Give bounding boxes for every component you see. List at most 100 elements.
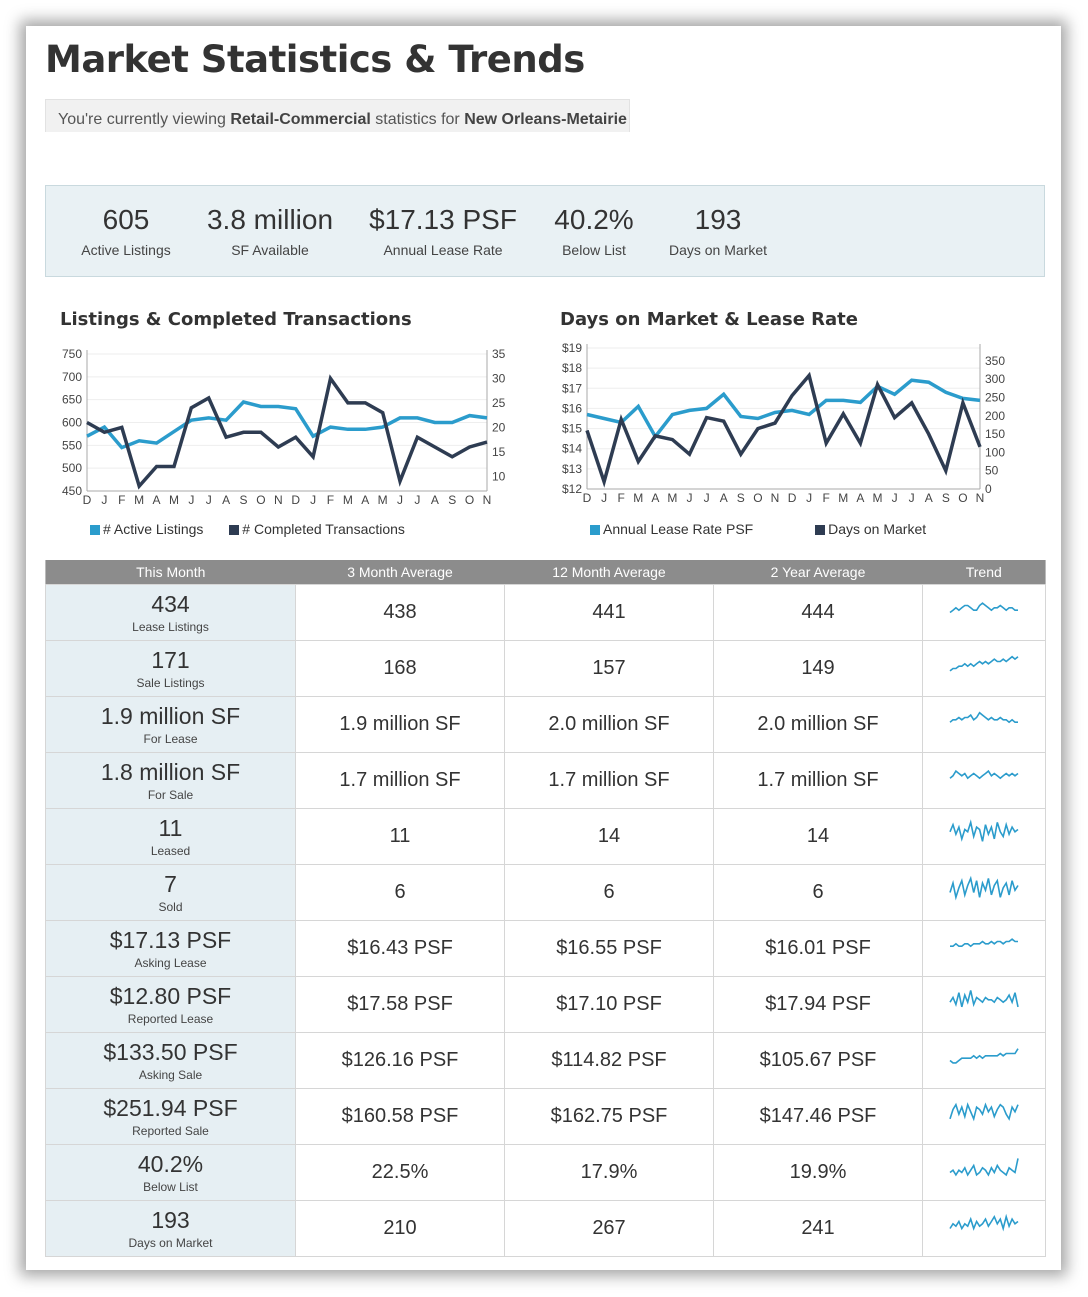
series-line-days-on-market — [585, 371, 982, 488]
trend-sparkline — [949, 875, 1019, 901]
x-tick-label: J — [704, 491, 710, 505]
cell-trend — [922, 807, 1046, 865]
viewing-banner: You're currently viewing Retail-Commerci… — [45, 99, 630, 132]
legend-label: Annual Lease Rate PSF — [603, 521, 754, 537]
x-tick-label: F — [118, 493, 125, 507]
cell-12-month-average: 6 — [504, 863, 714, 921]
series-line-active-listings — [86, 400, 488, 450]
table-row: 171 Sale Listings 168 157 149 — [45, 639, 1046, 697]
cell-12-month-average: $17.10 PSF — [504, 975, 714, 1033]
trend-sparkline — [949, 769, 1019, 780]
this-month-value: 11 — [158, 815, 183, 841]
x-tick-label: D — [83, 493, 92, 507]
y-right-tick-label: 15 — [492, 445, 506, 459]
sparkline-path — [949, 875, 1019, 901]
y-right-tick-label: 350 — [985, 354, 1005, 368]
y-left-tick-label: $19 — [562, 341, 582, 355]
sparkline-path — [949, 711, 1018, 724]
viewing-category: Retail-Commercial — [230, 111, 371, 128]
sparkline-path — [949, 655, 1019, 672]
cell-12-month-average: $162.75 PSF — [504, 1087, 714, 1145]
cell-3-month-average: $17.58 PSF — [295, 975, 505, 1033]
table-row: 1.9 million SF For Lease 1.9 million SF 2.0… — [45, 695, 1046, 753]
this-month-value: 193 — [151, 1207, 190, 1233]
table-header-row: This Month 3 Month Average 12 Month Aver… — [45, 560, 1046, 584]
cell-this-month: 40.2% Below List — [45, 1143, 296, 1201]
x-tick-label: J — [909, 491, 915, 505]
stat-value: $17.13 PSF — [369, 204, 517, 235]
legend-swatch — [229, 525, 240, 535]
cell-trend — [922, 919, 1046, 977]
x-tick-label: M — [378, 493, 388, 507]
stat-value: 193 — [694, 204, 742, 235]
y-left-tick-label: 550 — [62, 438, 82, 452]
trend-sparkline — [949, 1213, 1019, 1232]
cell-2-year-average: 19.9% — [713, 1143, 923, 1201]
y-right-tick-label: 0 — [985, 482, 992, 496]
x-tick-label: F — [618, 491, 625, 505]
page-title: Market Statistics & Trends — [45, 38, 585, 81]
x-tick-label: M — [169, 493, 179, 507]
y-right-tick-label: 250 — [985, 390, 1005, 404]
x-tick-label: A — [431, 493, 439, 507]
legend-item-completed-transactions: # Completed Transactions — [229, 521, 405, 537]
summary-stats-panel: 605 Active Listings 3.8 million SF Avail… — [45, 185, 1045, 277]
x-tick-label: A — [651, 491, 659, 505]
x-tick-label: F — [327, 493, 334, 507]
metric-label: Asking Lease — [134, 956, 207, 970]
cell-this-month: $12.80 PSF Reported Lease — [45, 975, 296, 1033]
sparkline-path — [949, 602, 1018, 614]
header-trend: Trend — [922, 560, 1046, 584]
sparkline-path — [949, 1102, 1019, 1122]
header-12-month-average: 12 Month Average — [504, 560, 714, 584]
cell-2-year-average: 14 — [713, 807, 923, 865]
trend-sparkline — [949, 711, 1018, 724]
stat-label: Active Listings — [81, 242, 171, 258]
stat-label: Below List — [562, 242, 626, 258]
legend-item-active-listings: # Active Listings — [90, 521, 203, 537]
sparkline-path — [950, 938, 1018, 948]
this-month-value: 7 — [164, 871, 177, 897]
x-tick-label: A — [856, 491, 864, 505]
stat-value: 605 — [102, 204, 150, 235]
metric-label: For Sale — [147, 788, 194, 802]
x-tick-label: O — [256, 493, 265, 507]
cell-trend — [922, 695, 1046, 753]
x-tick-label: D — [583, 491, 592, 505]
metric-label: Below List — [143, 1180, 198, 1194]
y-right-tick-label: 35 — [492, 347, 506, 361]
x-tick-label: J — [414, 493, 420, 507]
this-month-value: 1.8 million SF — [100, 759, 241, 785]
chart-title-days-on-market: Days on Market & Lease Rate — [560, 309, 858, 330]
sparkline-path — [949, 990, 1019, 1008]
x-tick-label: S — [448, 493, 456, 507]
cell-2-year-average: $105.67 PSF — [713, 1031, 923, 1089]
cell-3-month-average: 1.9 million SF — [295, 695, 505, 753]
cell-3-month-average: 168 — [295, 639, 505, 697]
cell-trend — [922, 863, 1046, 921]
x-tick-label: O — [753, 491, 762, 505]
viewing-middle: statistics for — [370, 111, 465, 128]
x-tick-label: N — [976, 491, 985, 505]
x-tick-label: S — [737, 491, 745, 505]
cell-12-month-average: 157 — [504, 639, 714, 697]
table-row: 1.8 million SF For Sale 1.7 million SF 1.7 … — [45, 751, 1046, 809]
y-right-tick-label: 300 — [985, 372, 1005, 386]
cell-this-month: $251.94 PSF Reported Sale — [45, 1087, 296, 1145]
this-month-value: $17.13 PSF — [109, 927, 232, 953]
cell-trend — [922, 583, 1046, 641]
header-3-month-average: 3 Month Average — [295, 560, 505, 584]
cell-trend — [922, 639, 1046, 697]
cell-2-year-average: $147.46 PSF — [713, 1087, 923, 1145]
x-tick-label: O — [958, 491, 967, 505]
statistics-table: This Month 3 Month Average 12 Month Aver… — [45, 560, 1046, 1257]
cell-this-month: $133.50 PSF Asking Sale — [45, 1031, 296, 1089]
x-tick-label: S — [942, 491, 950, 505]
stat-sf-available: 3.8 million SF Available — [200, 204, 340, 258]
cell-trend — [922, 1031, 1046, 1089]
x-tick-label: J — [397, 493, 403, 507]
cell-this-month: 434 Lease Listings — [45, 583, 296, 641]
chart-legend-listings: # Active Listings # Completed Transactio… — [90, 521, 427, 537]
y-right-tick-label: 150 — [985, 427, 1005, 441]
